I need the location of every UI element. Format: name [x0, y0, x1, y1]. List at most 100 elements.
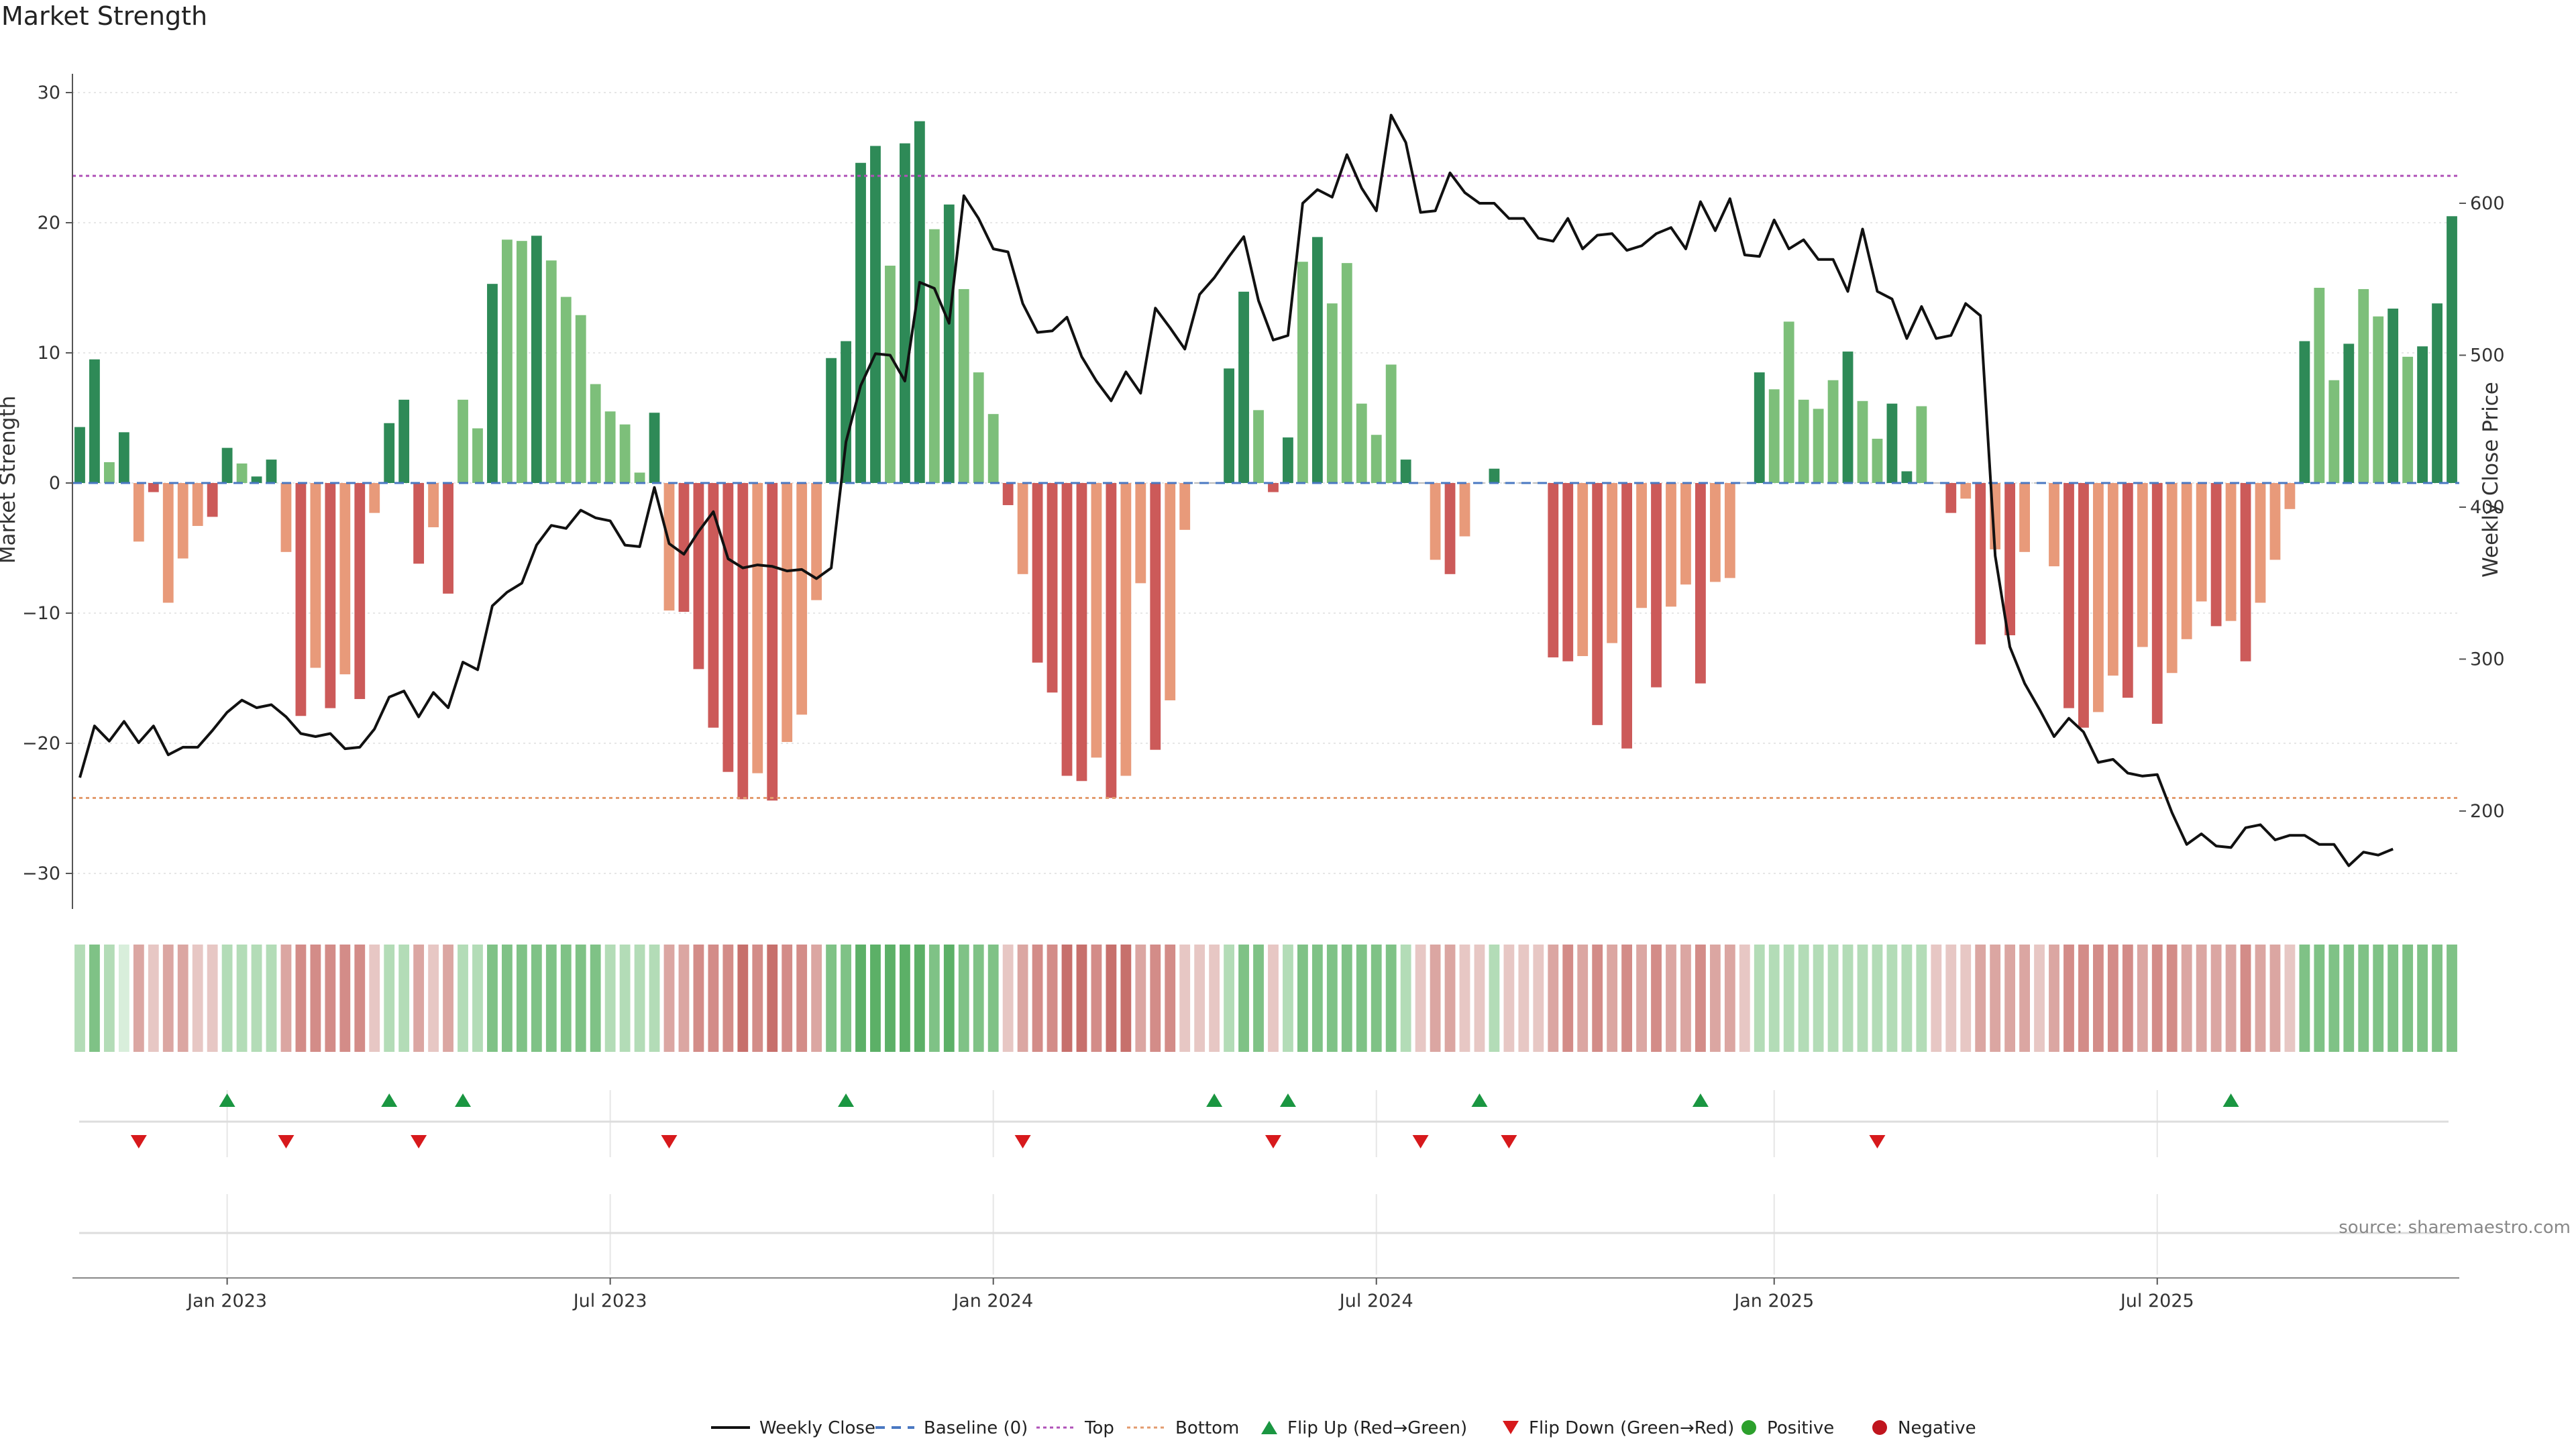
band-cell [1621, 945, 1632, 1052]
strength-bar [1489, 468, 1500, 483]
strength-bar [2328, 380, 2340, 483]
band-cell [384, 945, 395, 1052]
strength-bar [1091, 483, 1102, 758]
band-cell [310, 945, 321, 1052]
band-cell [1106, 945, 1117, 1052]
strength-bar [2137, 483, 2148, 647]
band-cell [1872, 945, 1883, 1052]
strength-bar [472, 428, 483, 483]
strength-bar [251, 476, 262, 483]
band-cell [354, 945, 366, 1052]
band-cell [1120, 945, 1132, 1052]
strength-bar [428, 483, 439, 527]
strength-bar [1165, 483, 1176, 700]
band-cell [1798, 945, 1809, 1052]
band-cell [1680, 945, 1691, 1052]
strength-bar [1179, 483, 1191, 530]
strength-bar [1577, 483, 1589, 657]
band-cell [1813, 945, 1824, 1052]
band-cell [634, 945, 645, 1052]
y-axis-title: Market Strength [0, 396, 20, 564]
strength-bar [1002, 483, 1014, 505]
band-cell [987, 945, 999, 1052]
strength-bar [885, 266, 896, 483]
band-cell [1268, 945, 1279, 1052]
band-cell [413, 945, 425, 1052]
strength-bar [870, 146, 881, 484]
band-cell [826, 945, 837, 1052]
band-cell [1931, 945, 1942, 1052]
band-cell [2373, 945, 2384, 1052]
strength-bar [413, 483, 425, 564]
strength-bar [2284, 483, 2296, 509]
strength-bar [1813, 409, 1824, 483]
strength-bar [575, 315, 586, 483]
band-cell [1518, 945, 1529, 1052]
strength-bar [2151, 483, 2163, 724]
x-tick-label: Jul 2025 [2119, 1291, 2194, 1311]
band-cell [1194, 945, 1205, 1052]
strength-bar [722, 483, 734, 772]
strength-bar [1975, 483, 1986, 645]
y-tick-label: 0 [49, 473, 60, 494]
flip-down-marker [1014, 1135, 1031, 1148]
band-cell [177, 945, 189, 1052]
band-cell [1150, 945, 1161, 1052]
band-cell [693, 945, 704, 1052]
band-cell [1209, 945, 1220, 1052]
strength-bar [1901, 471, 1913, 483]
band-cell [502, 945, 513, 1052]
band-cell [1827, 945, 1839, 1052]
flip-down-marker [1501, 1135, 1517, 1148]
band-cell [928, 945, 940, 1052]
strength-bar [708, 483, 719, 728]
legend-label: Positive [1767, 1418, 1834, 1438]
flip-down-marker [411, 1135, 427, 1148]
band-cell [2343, 945, 2355, 1052]
strength-bar [1768, 389, 1780, 483]
band-cell [1430, 945, 1441, 1052]
strength-bar [2004, 483, 2016, 635]
strength-bar [1562, 483, 1574, 661]
strength-bar [177, 483, 189, 559]
strength-bar [752, 483, 763, 773]
band-cell [516, 945, 527, 1052]
y-tick-label: 10 [38, 343, 60, 364]
band-cell [2299, 945, 2310, 1052]
strength-bar [1842, 352, 1854, 483]
strength-bar [2166, 483, 2178, 674]
strength-bar [1548, 483, 1559, 657]
band-cell [2166, 945, 2178, 1052]
band-cell [458, 945, 468, 1052]
band-cell [398, 945, 410, 1052]
strength-bar [973, 372, 984, 483]
weekly-close-line [78, 113, 2394, 867]
strength-bar [487, 284, 498, 483]
y2-tick-label: 300 [2470, 649, 2505, 670]
strength-bar [2078, 483, 2089, 728]
band-cell [2240, 945, 2251, 1052]
strength-bar [1106, 483, 1117, 798]
legend-label: Flip Down (Green→Red) [1529, 1418, 1734, 1438]
band-cell [1400, 945, 1411, 1052]
strength-bar [604, 411, 616, 483]
band-cell [2181, 945, 2192, 1052]
flip-markers [79, 1093, 2449, 1234]
strength-bar [2225, 483, 2237, 621]
strength-bar [2240, 483, 2251, 661]
band-cell [1489, 945, 1500, 1052]
band-cell [2387, 945, 2399, 1052]
band-cell [943, 945, 955, 1052]
band-cell [1032, 945, 1043, 1052]
strength-bar [1209, 482, 1220, 484]
band-cell [1857, 945, 1868, 1052]
x-tick-label: Jan 2024 [952, 1291, 1033, 1311]
band-cell [1960, 945, 1972, 1052]
x-tick-label: Jan 2023 [186, 1291, 267, 1311]
strength-bar [2299, 341, 2310, 483]
band-cell [2225, 945, 2237, 1052]
band-cell [1091, 945, 1102, 1052]
band-cell [870, 945, 881, 1052]
strength-bar [162, 483, 174, 603]
strength-bar [1326, 303, 1338, 483]
